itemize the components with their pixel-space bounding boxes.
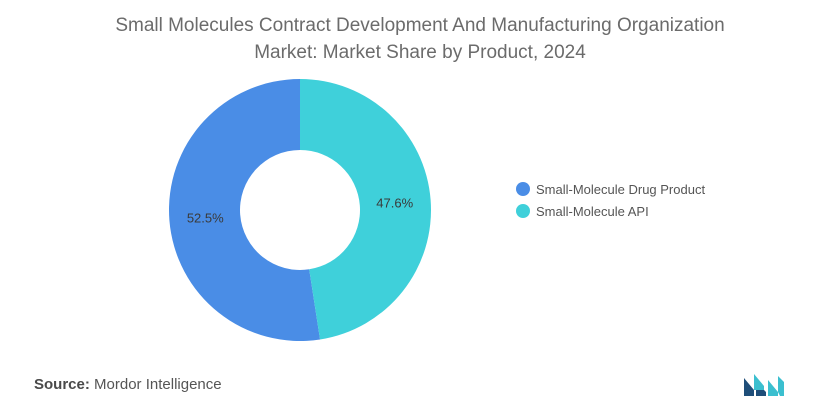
legend-item-drug-product: Small-Molecule Drug Product [516, 178, 705, 200]
source-text: Mordor Intelligence [94, 376, 222, 393]
legend-label-drug-product: Small-Molecule Drug Product [536, 181, 706, 197]
chart-title-line-2: Market: Market Share by Product, 2024 [254, 42, 586, 63]
legend-swatch-drug-product [516, 182, 530, 196]
chart-legend: Small-Molecule Drug Product Small-Molecu… [516, 178, 705, 222]
legend-label-api: Small-Molecule API [536, 203, 649, 219]
slice-drug-product [169, 79, 321, 341]
slice-api [300, 79, 432, 340]
mordor-intelligence-logo-icon [744, 374, 784, 396]
source-note: Source: Mordor Intelligence [34, 376, 222, 393]
donut-slices [169, 79, 432, 341]
chart-title: Small Molecules Contract Development And… [0, 12, 840, 66]
source-label: Source: [34, 376, 90, 393]
legend-item-api: Small-Molecule API [516, 200, 705, 222]
data-label-drug-product: 52.5% [187, 210, 224, 225]
data-label-api: 47.6% [376, 196, 413, 211]
donut-data-labels: 52.5% 47.6% [187, 196, 414, 226]
legend-swatch-api [516, 204, 530, 218]
chart-title-line-1: Small Molecules Contract Development And… [115, 15, 725, 36]
